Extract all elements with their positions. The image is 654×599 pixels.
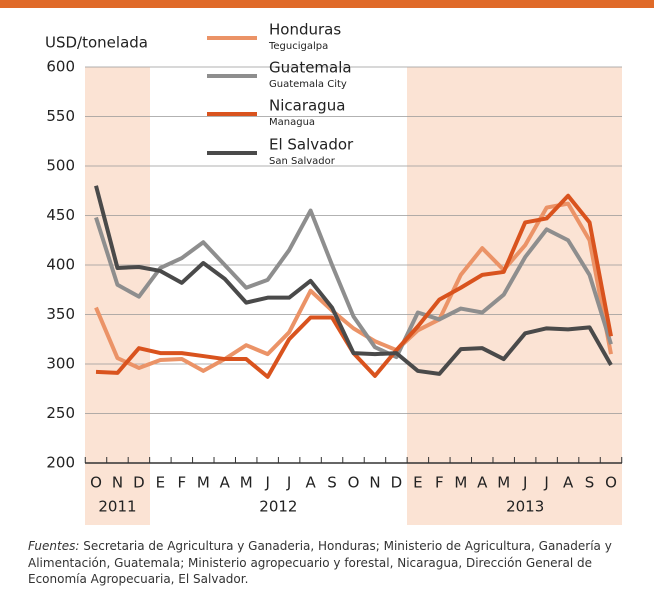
legend-city: Guatemala City	[269, 79, 347, 90]
legend-box	[150, 10, 407, 182]
series-line	[94, 185, 613, 376]
x-tick-label: J	[286, 474, 291, 492]
year-label: 2011	[98, 498, 136, 516]
x-tick-label: J	[543, 474, 548, 492]
x-tick-label: F	[435, 474, 444, 492]
x-tick-label: S	[327, 474, 337, 492]
legend-label: Honduras	[269, 21, 341, 39]
x-tick-label: M	[240, 474, 253, 492]
legend-city: Managua	[269, 117, 315, 128]
y-tick-label: 300	[46, 355, 75, 373]
source-text: Secretaria de Agricultura y Ganaderia, H…	[28, 539, 612, 586]
x-tick-label: A	[220, 474, 231, 492]
x-tick-label: A	[305, 474, 316, 492]
y-axis-label: USD/tonelada	[45, 34, 148, 52]
top-bar	[0, 0, 654, 8]
y-tick-label: 600	[46, 58, 75, 76]
y-tick-label: 200	[46, 454, 75, 472]
x-tick-label: D	[133, 474, 145, 492]
y-tick-label: 400	[46, 256, 75, 274]
x-tick-label: J	[264, 474, 269, 492]
series-line	[94, 208, 613, 360]
y-tick-label: 250	[46, 404, 75, 422]
x-tick-label: E	[156, 474, 165, 492]
x-tick-label: O	[90, 474, 102, 492]
x-tick-label: N	[112, 474, 123, 492]
year-label: 2013	[506, 498, 544, 516]
series-line	[94, 201, 613, 373]
x-tick-label: F	[178, 474, 187, 492]
x-tick-label: M	[454, 474, 467, 492]
y-tick-label: 550	[46, 107, 75, 125]
x-tick-label: S	[585, 474, 595, 492]
source-note: Fuentes: Secretaria de Agricultura y Gan…	[28, 538, 638, 588]
source-label: Fuentes:	[28, 539, 80, 553]
x-tick-label: O	[605, 474, 617, 492]
y-tick-label: 450	[46, 206, 75, 224]
legend-label: El Salvador	[269, 136, 354, 154]
year-label: 2012	[259, 498, 297, 516]
x-tick-label: E	[413, 474, 422, 492]
x-tick-label: N	[369, 474, 380, 492]
y-tick-label: 350	[46, 305, 75, 323]
x-tick-label: D	[391, 474, 403, 492]
x-tick-label: M	[197, 474, 210, 492]
legend-label: Guatemala	[269, 59, 352, 77]
x-tick-label: J	[522, 474, 527, 492]
x-tick-label: O	[348, 474, 360, 492]
x-tick-label: A	[563, 474, 574, 492]
y-tick-label: 500	[46, 157, 75, 175]
legend-city: San Salvador	[269, 156, 336, 167]
chart: USD/tonelada 200 250 300 350 400 450 500 550 600…	[0, 0, 654, 525]
x-tick-label: A	[477, 474, 488, 492]
shade-2013	[407, 67, 622, 525]
legend-city: Tegucigalpa	[268, 41, 328, 52]
x-tick-label: M	[497, 474, 510, 492]
legend-label: Nicaragua	[269, 97, 345, 115]
